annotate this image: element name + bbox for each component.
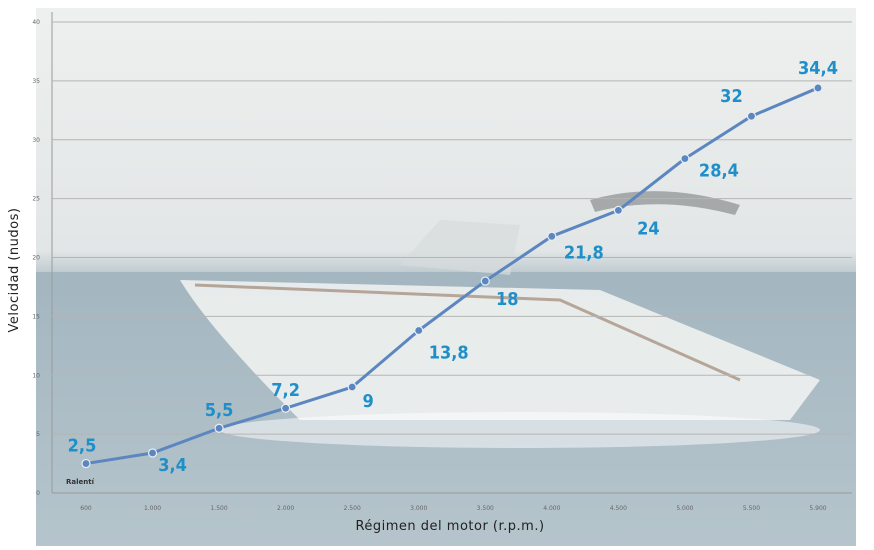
data-point	[347, 382, 357, 392]
data-label: 18	[496, 289, 519, 310]
x-tick-label: 5.000	[676, 505, 693, 512]
data-point	[81, 458, 91, 469]
data-point	[746, 111, 757, 121]
plot-area: 0 5 10 15 20 25 30 35 40 600 1.000 1.500 2.000 2.500 3…	[32, 12, 852, 512]
boat-wake-shape	[220, 412, 820, 448]
x-tick-label: 1.500	[210, 505, 227, 512]
data-label: 13,8	[429, 343, 469, 364]
data-label: 32	[720, 86, 743, 107]
data-point	[147, 448, 158, 458]
y-tick-label: 40	[32, 19, 40, 26]
y-tick-label: 10	[32, 372, 40, 379]
x-tick-label: 1.000	[144, 505, 161, 512]
boat-stripe-shape	[194, 283, 741, 382]
y-tick-label: 5	[36, 431, 40, 438]
data-label: 5,5	[205, 400, 234, 421]
y-tick-label: 35	[32, 78, 40, 85]
y-tick-label: 20	[32, 255, 40, 262]
x-tick-label: 4.000	[543, 505, 560, 512]
data-label: 28,4	[699, 161, 739, 182]
data-label: 7,2	[271, 380, 300, 401]
boat-hull-shape	[180, 280, 820, 420]
data-point	[680, 153, 690, 164]
data-point	[214, 423, 224, 433]
data-label: 21,8	[564, 242, 604, 263]
data-label: 34,4	[798, 58, 838, 79]
x-tick-label: 4.500	[610, 505, 627, 512]
data-label: 24	[637, 218, 660, 239]
y-axis-label: Velocidad (nudos)	[7, 208, 22, 333]
y-tick-label: 15	[32, 313, 40, 320]
y-tick-label: 0	[36, 490, 40, 497]
x-tick-label: 3.000	[410, 505, 427, 512]
data-point	[613, 205, 623, 215]
x-axis-label: Régimen del motor (r.p.m.)	[355, 519, 544, 534]
x-tick-label: 3.500	[477, 505, 494, 512]
data-label: 3,4	[158, 455, 187, 476]
x-tick-label: 5.500	[743, 505, 760, 512]
data-point	[414, 325, 424, 336]
y-tick-label: 30	[32, 137, 40, 144]
data-point	[480, 276, 490, 286]
y-tick-label: 25	[32, 196, 40, 203]
series-line	[85, 86, 819, 466]
data-label: 2,5	[68, 436, 97, 457]
x-tick-label: 2.500	[344, 505, 361, 512]
data-point	[813, 83, 823, 93]
x-tick-label: 600	[80, 505, 92, 512]
boat-windshield-shape	[400, 220, 520, 275]
data-point	[281, 403, 291, 413]
data-label: 9	[363, 391, 374, 412]
x-tick-label: 2.000	[277, 505, 294, 512]
data-point	[547, 231, 557, 241]
boat-bimini-shape	[590, 191, 740, 215]
background-photo	[36, 8, 856, 546]
idle-label: Ralentí	[66, 478, 95, 486]
x-tick-label: 5.900	[809, 505, 826, 512]
